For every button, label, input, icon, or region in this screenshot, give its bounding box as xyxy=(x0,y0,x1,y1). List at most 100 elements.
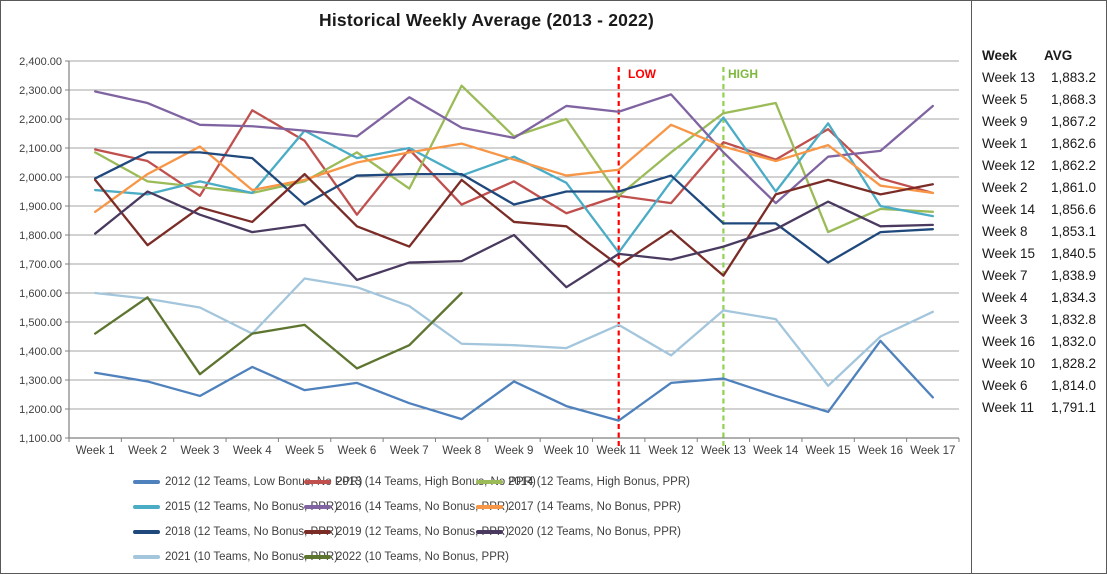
table-cell-avg: 1,838.9 xyxy=(1050,268,1096,283)
x-axis-label: Week 13 xyxy=(701,445,746,457)
table-row: Week 7 1,838.9 xyxy=(982,265,1096,287)
legend-swatch-icon xyxy=(133,555,160,559)
legend-item-2019[interactable]: 2019 (12 Teams, No Bonus, PPR) xyxy=(304,522,509,542)
y-axis-label: 1,100.00 xyxy=(19,433,62,445)
table-cell-avg: 1,883.2 xyxy=(1050,70,1096,85)
y-axis-label: 2,000.00 xyxy=(19,172,62,184)
legend-label: 2013 (14 Teams, High Bonus, No PPR) xyxy=(336,476,536,488)
table-cell-week: Week 6 xyxy=(982,378,1028,393)
series-line-2013 xyxy=(94,109,934,216)
table-cell-avg: 1,834.3 xyxy=(1050,290,1096,305)
table-cell-week: Week 15 xyxy=(982,246,1036,261)
y-axis-label: 2,200.00 xyxy=(19,114,62,126)
table-row: Week 13 1,883.2 xyxy=(982,67,1096,89)
table-cell-avg: 1,832.8 xyxy=(1050,312,1096,327)
series-line-2014 xyxy=(94,84,934,234)
series-line-2015 xyxy=(94,116,934,254)
legend-swatch-icon xyxy=(304,555,331,559)
legend-swatch-icon xyxy=(133,530,160,534)
legend-item-2018[interactable]: 2018 (12 Teams, No Bonus, PPR) xyxy=(133,522,338,542)
table-row: Week 2 1,861.0 xyxy=(982,177,1096,199)
x-axis-label: Week 6 xyxy=(338,445,377,457)
table-cell-week: Week 3 xyxy=(982,312,1028,327)
table-cell-avg: 1,867.2 xyxy=(1050,114,1096,129)
series-line-2018 xyxy=(94,151,934,264)
table-cell-avg: 1,856.6 xyxy=(1050,202,1096,217)
table-cell-avg: 1,828.2 xyxy=(1050,356,1096,371)
table-row: Week 15 1,840.5 xyxy=(982,243,1096,265)
y-axis-label: 1,500.00 xyxy=(19,317,62,329)
table-cell-week: Week 13 xyxy=(982,70,1036,85)
table-row: Week 4 1,834.3 xyxy=(982,287,1096,309)
legend-swatch-icon xyxy=(304,505,331,509)
x-axis-label: Week 11 xyxy=(597,445,641,457)
legend-item-2012[interactable]: 2012 (12 Teams, Low Bonus, No PPR) xyxy=(133,472,362,492)
table-header-row: Week AVG xyxy=(982,45,1096,67)
y-axis-label: 1,700.00 xyxy=(19,259,62,271)
legend-item-2016[interactable]: 2016 (14 Teams, No Bonus, PPR) xyxy=(304,497,509,517)
x-axis-label: Week 10 xyxy=(544,445,589,457)
table-cell-week: Week 8 xyxy=(982,224,1028,239)
legend-item-2017[interactable]: 2017 (14 Teams, No Bonus, PPR) xyxy=(476,497,681,517)
legend-label: 2017 (14 Teams, No Bonus, PPR) xyxy=(508,501,682,513)
legend-label: 2015 (12 Teams, No Bonus, PPR) xyxy=(165,501,339,513)
table-cell-avg: 1,862.2 xyxy=(1050,158,1096,173)
y-axis-label: 1,600.00 xyxy=(19,288,62,300)
legend-label: 2021 (10 Teams, No Bonus, PPR) xyxy=(165,551,339,563)
table-header-week: Week xyxy=(982,48,1018,63)
table-row: Week 5 1,868.3 xyxy=(982,89,1096,111)
table-cell-avg: 1,814.0 xyxy=(1050,378,1096,393)
table-header-avg: AVG xyxy=(1044,48,1073,63)
table-cell-week: Week 11 xyxy=(982,400,1035,415)
table-row: Week 3 1,832.8 xyxy=(982,309,1096,331)
series-line-2020 xyxy=(94,190,934,289)
x-axis-label: Week 3 xyxy=(180,445,219,457)
series-line-2017 xyxy=(94,123,934,213)
table-cell-week: Week 7 xyxy=(982,268,1028,283)
table-row: Week 8 1,853.1 xyxy=(982,221,1096,243)
table-cell-week: Week 1 xyxy=(982,136,1028,151)
series-line-2016 xyxy=(94,90,934,205)
y-axis-label: 1,200.00 xyxy=(19,404,62,416)
x-axis-label: Week 16 xyxy=(858,445,903,457)
table-cell-avg: 1,868.3 xyxy=(1050,92,1096,107)
table-body: Week 13 1,883.2 Week 5 1,868.3 Week 9 1,867.2… xyxy=(982,67,1096,419)
legend-swatch-icon xyxy=(476,530,503,534)
low-annotation-label: LOW xyxy=(628,67,656,81)
legend-swatch-icon xyxy=(476,480,503,484)
table-cell-week: Week 14 xyxy=(982,202,1036,217)
legend-label: 2016 (14 Teams, No Bonus, PPR) xyxy=(336,501,510,513)
table-row: Week 6 1,814.0 xyxy=(982,375,1096,397)
legend-item-2014[interactable]: 2014 (12 Teams, High Bonus, PPR) xyxy=(476,472,690,492)
x-axis-label: Week 7 xyxy=(390,445,429,457)
legend-item-2013[interactable]: 2013 (14 Teams, High Bonus, No PPR) xyxy=(304,472,536,492)
x-axis-label: Week 14 xyxy=(753,445,799,457)
x-axis-label: Week 1 xyxy=(76,445,115,457)
x-axis-label: Week 15 xyxy=(806,445,851,457)
legend-label: 2012 (12 Teams, Low Bonus, No PPR) xyxy=(165,476,363,488)
y-axis-label: 1,300.00 xyxy=(19,375,62,387)
y-axis-label: 1,900.00 xyxy=(19,201,62,213)
x-axis-label: Week 12 xyxy=(648,445,693,457)
chart-plot-area: 1,100.00 1,200.00 1,300.00 1,400.00 1,500.00… xyxy=(19,56,960,457)
legend-label: 2014 (12 Teams, High Bonus, PPR) xyxy=(508,476,690,488)
table-row: Week 16 1,832.0 xyxy=(982,331,1096,353)
y-axis-label: 2,100.00 xyxy=(19,143,62,155)
legend-item-2022[interactable]: 2022 (10 Teams, No Bonus, PPR) xyxy=(304,547,509,567)
x-axis-label: Week 5 xyxy=(285,445,324,457)
y-axis-label: 1,400.00 xyxy=(19,346,62,358)
legend-item-2021[interactable]: 2021 (10 Teams, No Bonus, PPR) xyxy=(133,547,338,567)
legend-swatch-icon xyxy=(133,505,160,509)
high-annotation-label: HIGH xyxy=(728,67,758,81)
table-cell-avg: 1,853.1 xyxy=(1050,224,1096,239)
table-row: Week 10 1,828.2 xyxy=(982,353,1096,375)
chart-frame: Historical Weekly Average (2013 - 2022) … xyxy=(1,1,972,573)
legend-item-2015[interactable]: 2015 (12 Teams, No Bonus, PPR) xyxy=(133,497,338,517)
table-cell-week: Week 12 xyxy=(982,158,1036,173)
table-row: Week 1 1,862.6 xyxy=(982,133,1096,155)
x-axis-label: Week 9 xyxy=(495,445,534,457)
x-axis-label: Week 8 xyxy=(442,445,481,457)
table-row: Week 11 1,791.1 xyxy=(982,397,1096,419)
legend-item-2020[interactable]: 2020 (12 Teams, No Bonus, PPR) xyxy=(476,522,681,542)
series-line-2022 xyxy=(94,291,463,376)
